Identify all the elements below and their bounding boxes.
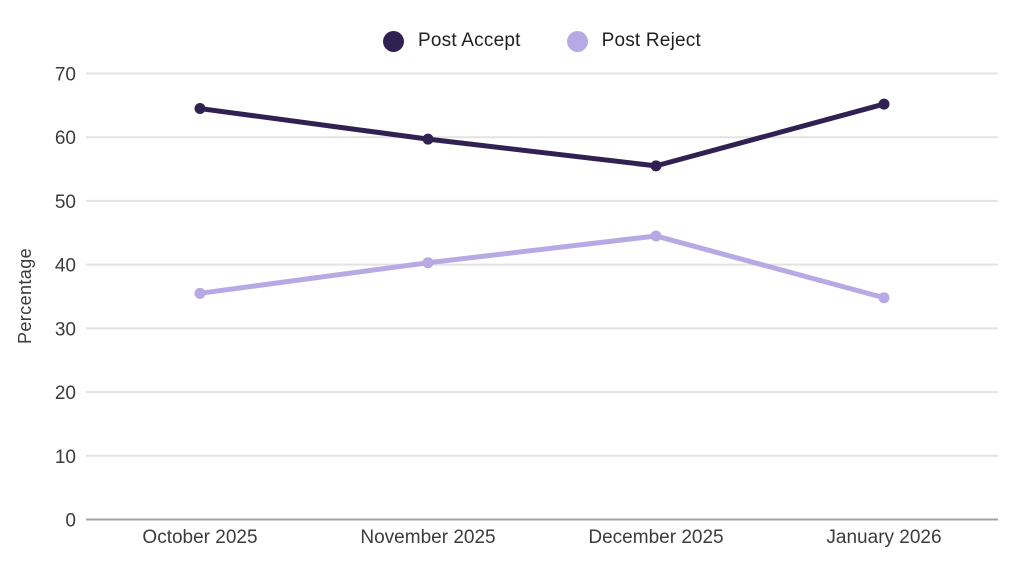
legend-dot-post-reject [566,30,588,52]
y-axis-title: Percentage [15,248,35,344]
y-tick-label-20: 20 [55,383,76,404]
data-point-post-accept-december-2025 [650,160,662,172]
legend-item-post-reject[interactable]: Post Reject [566,30,701,52]
data-point-post-reject-november-2025 [422,257,434,269]
y-tick-label-10: 10 [55,447,76,468]
grid-layer [86,72,998,521]
x-tick-label-january-2026: January 2026 [826,527,941,548]
data-point-post-reject-october-2025 [194,287,206,299]
x-tick-label-october-2025: October 2025 [142,527,257,548]
series-line-post-accept [197,101,887,169]
y-tick-label-30: 30 [55,319,76,340]
y-tick-label-50: 50 [55,192,76,213]
y-tick-label-60: 60 [55,128,76,149]
series-line-post-reject [197,233,887,301]
x-tick-label-december-2025: December 2025 [588,527,723,548]
chart-legend: Post Accept Post Reject [86,30,998,52]
data-point-post-reject-january-2026 [878,292,890,304]
y-tick-label-70: 70 [55,65,76,86]
data-point-post-reject-december-2025 [650,230,662,242]
data-point-post-accept-november-2025 [422,133,434,145]
legend-label-post-accept: Post Accept [418,30,521,51]
series-layer [194,98,890,304]
data-point-post-accept-january-2026 [878,98,890,110]
y-tick-label-40: 40 [55,256,76,277]
legend-label-post-reject: Post Reject [601,30,701,51]
x-tick-label-november-2025: November 2025 [360,527,495,548]
y-tick-label-0: 0 [65,511,76,532]
axis-label-layer: 0 10 20 30 40 50 60 70 October 2025 November 2025… [55,65,942,549]
legend-dot-post-accept [383,30,405,52]
legend-item-post-accept[interactable]: Post Accept [383,30,521,52]
data-point-post-accept-october-2025 [194,103,206,115]
